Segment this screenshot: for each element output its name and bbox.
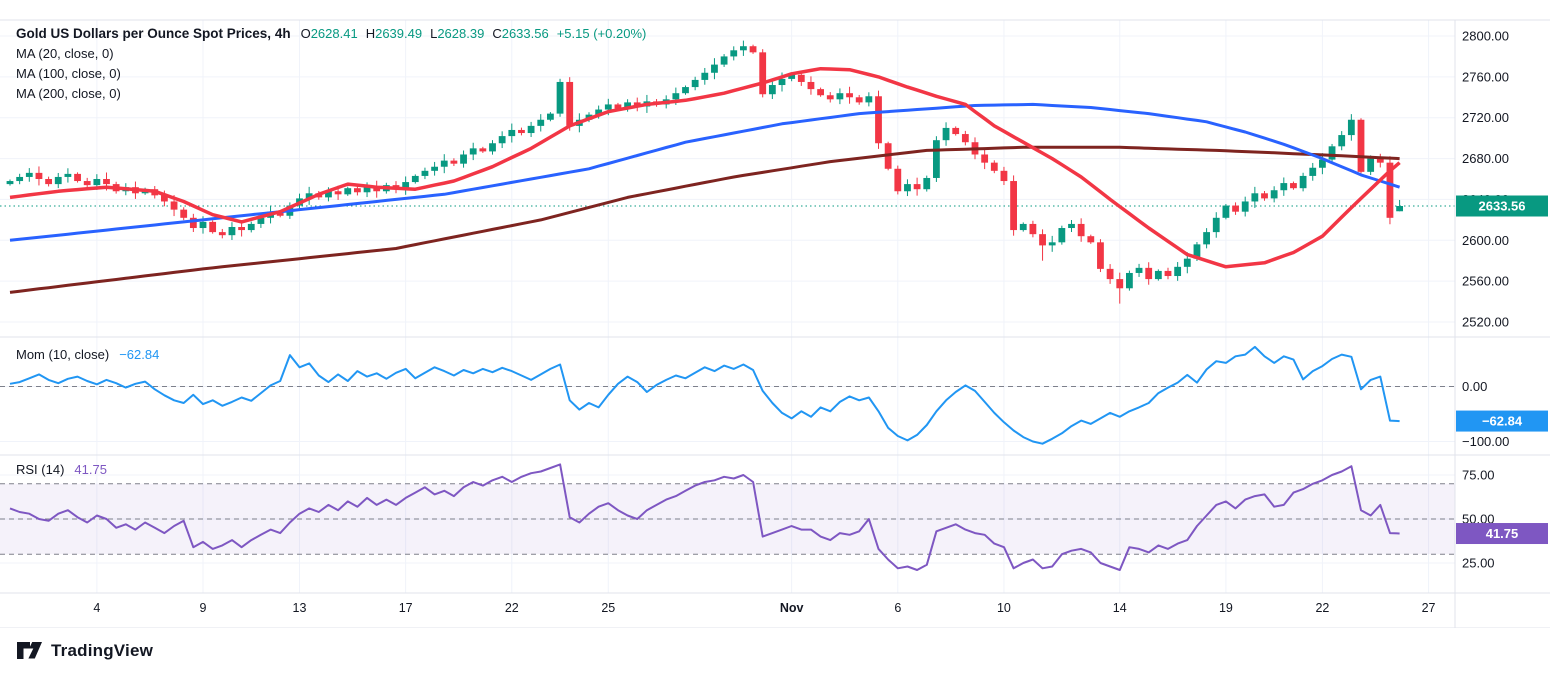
tradingview-icon (17, 642, 42, 659)
footer: TradingView (0, 628, 1550, 673)
svg-text:2520.00: 2520.00 (1462, 314, 1509, 329)
svg-text:22: 22 (1315, 601, 1329, 615)
svg-text:25.00: 25.00 (1462, 556, 1495, 571)
ma200-line (9, 145, 1400, 294)
svg-text:75.00: 75.00 (1462, 468, 1495, 483)
svg-text:4: 4 (93, 601, 100, 615)
svg-text:50.00: 50.00 (1462, 512, 1495, 527)
svg-text:27: 27 (1422, 601, 1436, 615)
svg-text:Nov: Nov (780, 601, 804, 615)
svg-text:2800.00: 2800.00 (1462, 29, 1509, 44)
horizontal-gridlines (0, 35, 1455, 564)
svg-text:6: 6 (894, 601, 901, 615)
vertical-gridlines (96, 20, 1430, 593)
tradingview-logo[interactable]: TradingView (16, 641, 153, 661)
svg-text:2600.00: 2600.00 (1462, 233, 1509, 248)
rsi-line (9, 463, 1400, 571)
svg-text:2560.00: 2560.00 (1462, 274, 1509, 289)
price-chart-canvas[interactable]: 2800.002760.002720.002680.002640.002600.… (0, 0, 1550, 629)
ma20-line (9, 66, 1401, 269)
svg-text:−62.84: −62.84 (1482, 414, 1523, 429)
svg-text:19: 19 (1219, 601, 1233, 615)
svg-text:14: 14 (1113, 601, 1127, 615)
rsi-band (0, 483, 1455, 555)
svg-text:9: 9 (200, 601, 207, 615)
svg-text:2720.00: 2720.00 (1462, 110, 1509, 125)
last-price-badge: 2633.56 (1456, 195, 1548, 217)
svg-text:10: 10 (997, 601, 1011, 615)
rsi-value-badge: 41.75 (1456, 523, 1548, 545)
svg-text:41.75: 41.75 (1486, 526, 1519, 541)
ma100-line (9, 102, 1401, 242)
chart-container[interactable]: 2800.002760.002720.002680.002640.002600.… (0, 0, 1550, 629)
price-axis[interactable]: 2800.002760.002720.002680.002640.002600.… (1462, 29, 1509, 571)
momentum-line (9, 345, 1400, 445)
momentum-value-badge: −62.84 (1456, 410, 1548, 432)
svg-text:22: 22 (505, 601, 519, 615)
svg-text:17: 17 (399, 601, 413, 615)
svg-text:25: 25 (601, 601, 615, 615)
svg-text:2633.56: 2633.56 (1479, 199, 1526, 214)
svg-text:0.00: 0.00 (1462, 379, 1487, 394)
tradingview-logo-text: TradingView (51, 640, 154, 660)
time-axis[interactable]: 4 9 13 17 22 25 Nov 6 10 14 19 22 27 (93, 601, 1435, 615)
svg-text:2760.00: 2760.00 (1462, 69, 1509, 84)
svg-text:−100.00: −100.00 (1462, 434, 1509, 449)
svg-text:2680.00: 2680.00 (1462, 151, 1509, 166)
svg-text:13: 13 (293, 601, 307, 615)
